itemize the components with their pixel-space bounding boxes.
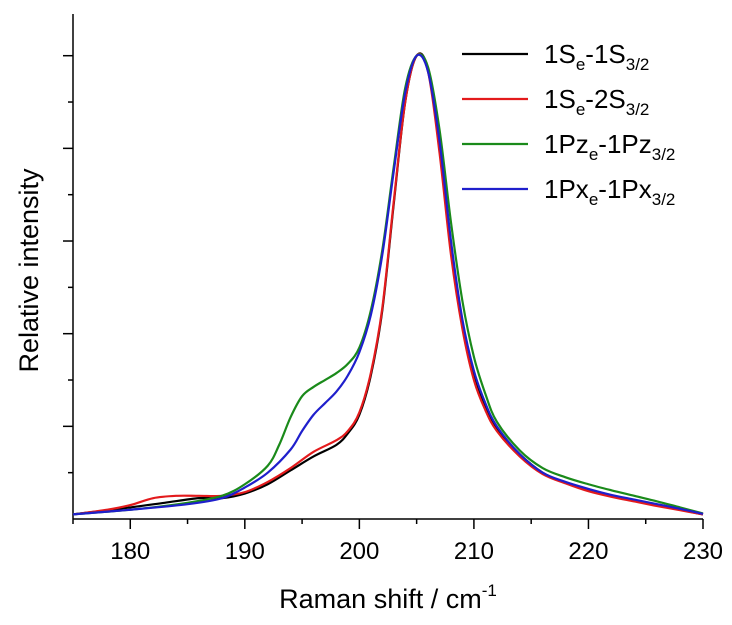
series-line-1 (72, 52, 704, 516)
y-axis-title: Relative intensity (14, 168, 44, 373)
series-line-3 (72, 53, 704, 516)
legend-label-1: 1Se-1S3/2 (544, 39, 649, 74)
series-line-2 (72, 52, 704, 516)
x-tick-label: 190 (225, 538, 265, 565)
x-tick-label: 200 (339, 538, 379, 565)
legend-label-2: 1Se-2S3/2 (544, 84, 649, 119)
legend: 1Se-1S3/2 1Se-2S3/2 1Pze-1Pz3/2 1Pxe-1Px3/2 (462, 39, 675, 209)
series-line-4 (72, 53, 704, 516)
series-layer (72, 52, 704, 516)
x-tick-label: 220 (568, 538, 608, 565)
x-axis: 180 190 200 210 220 230 (72, 519, 723, 565)
x-tick-label: 230 (683, 538, 723, 565)
legend-label-3: 1Pze-1Pz3/2 (544, 129, 675, 164)
y-axis (63, 54, 73, 474)
x-axis-title: Raman shift / cm-1 (279, 581, 497, 614)
legend-label-4: 1Pxe-1Px3/2 (544, 174, 675, 209)
plot-frame (72, 14, 703, 520)
x-tick-label: 180 (110, 538, 150, 565)
x-tick-label: 210 (454, 538, 494, 565)
